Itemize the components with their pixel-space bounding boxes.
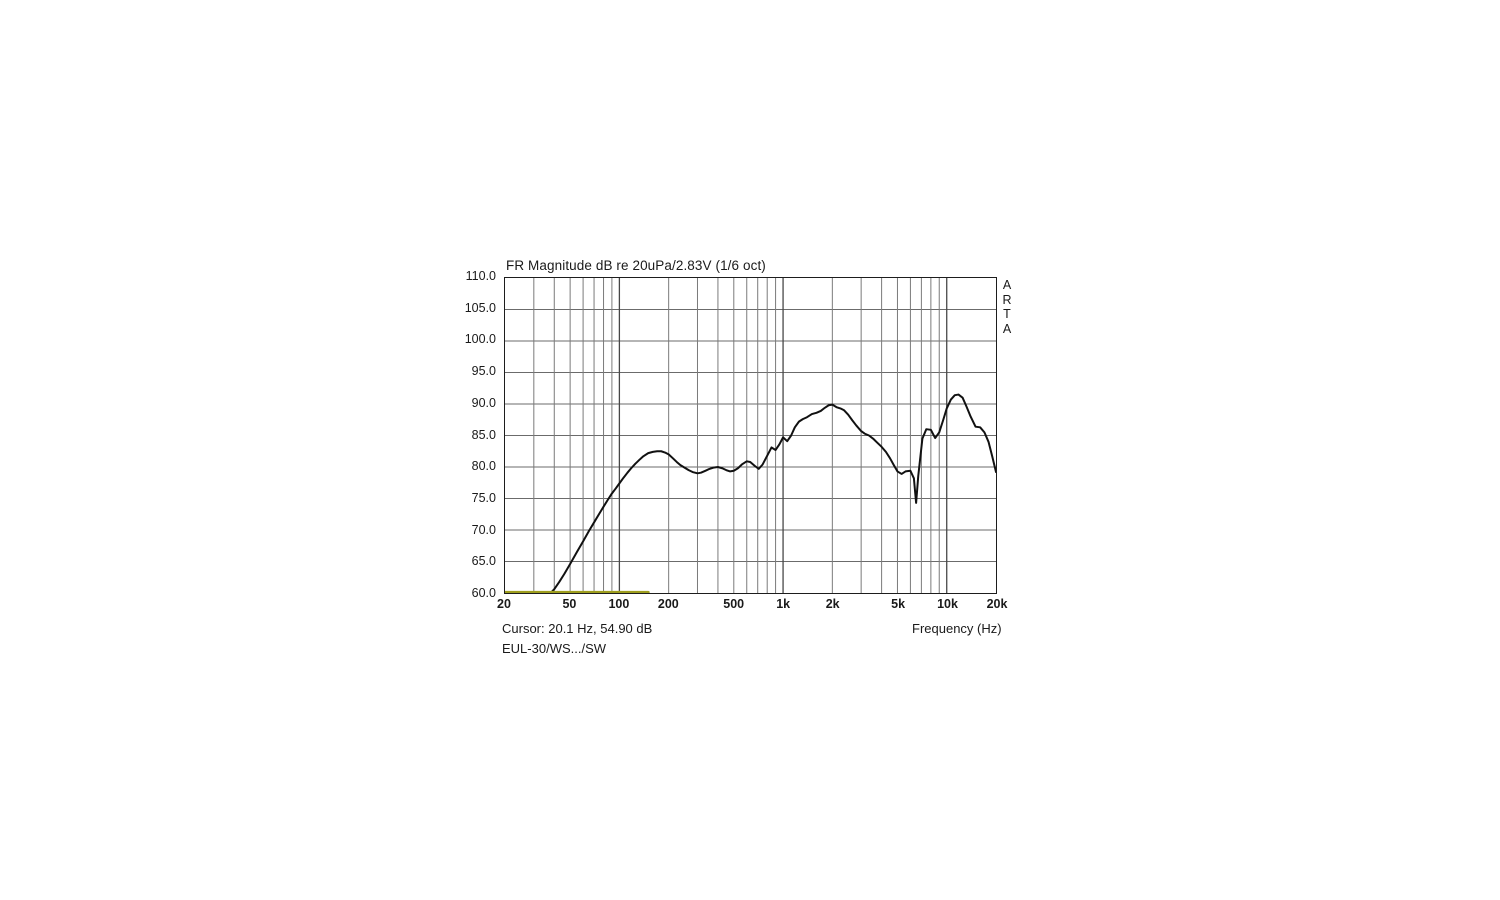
y-tick-label: 105.0 [464, 300, 496, 315]
y-tick-label: 75.0 [471, 490, 496, 505]
x-tick-label: 1k [776, 597, 791, 611]
chart-title: FR Magnitude dB re 20uPa/2.83V (1/6 oct) [506, 258, 766, 273]
y-tick-label: 95.0 [471, 364, 496, 379]
x-tick-label: 2k [825, 597, 840, 611]
watermark-letter: R [1002, 292, 1012, 307]
watermark-letter: T [1003, 307, 1011, 321]
x-tick-label: 50 [562, 597, 577, 611]
legend-trace-name: EUL-30/WS.../SW [502, 641, 607, 656]
y-tick-label: 65.0 [471, 554, 496, 569]
x-tick-label: 20k [986, 597, 1008, 611]
x-tick-label: 5k [891, 597, 906, 611]
watermark-letter: A [1002, 278, 1012, 292]
y-tick-label: 90.0 [471, 395, 496, 410]
x-tick-label: 200 [657, 597, 679, 611]
grid-lines [505, 278, 996, 593]
x-axis-title: Frequency (Hz) [912, 621, 1002, 636]
plot-area [504, 277, 997, 594]
data-curves [505, 393, 996, 593]
x-tick-label: 20 [497, 597, 511, 611]
y-tick-label: 85.0 [471, 427, 496, 442]
y-tick-label: 80.0 [471, 459, 496, 474]
y-tick-label: 60.0 [471, 586, 496, 600]
x-tick-label: 100 [608, 597, 630, 611]
y-tick-label: 100.0 [464, 332, 496, 347]
y-tick-label: 110.0 [465, 269, 496, 283]
watermark-letter: A [1002, 321, 1012, 336]
cursor-readout: Cursor: 20.1 Hz, 54.90 dB [502, 621, 653, 636]
x-tick-label: 500 [723, 597, 745, 611]
x-tick-label: 10k [937, 597, 958, 611]
y-tick-label: 70.0 [471, 522, 496, 537]
